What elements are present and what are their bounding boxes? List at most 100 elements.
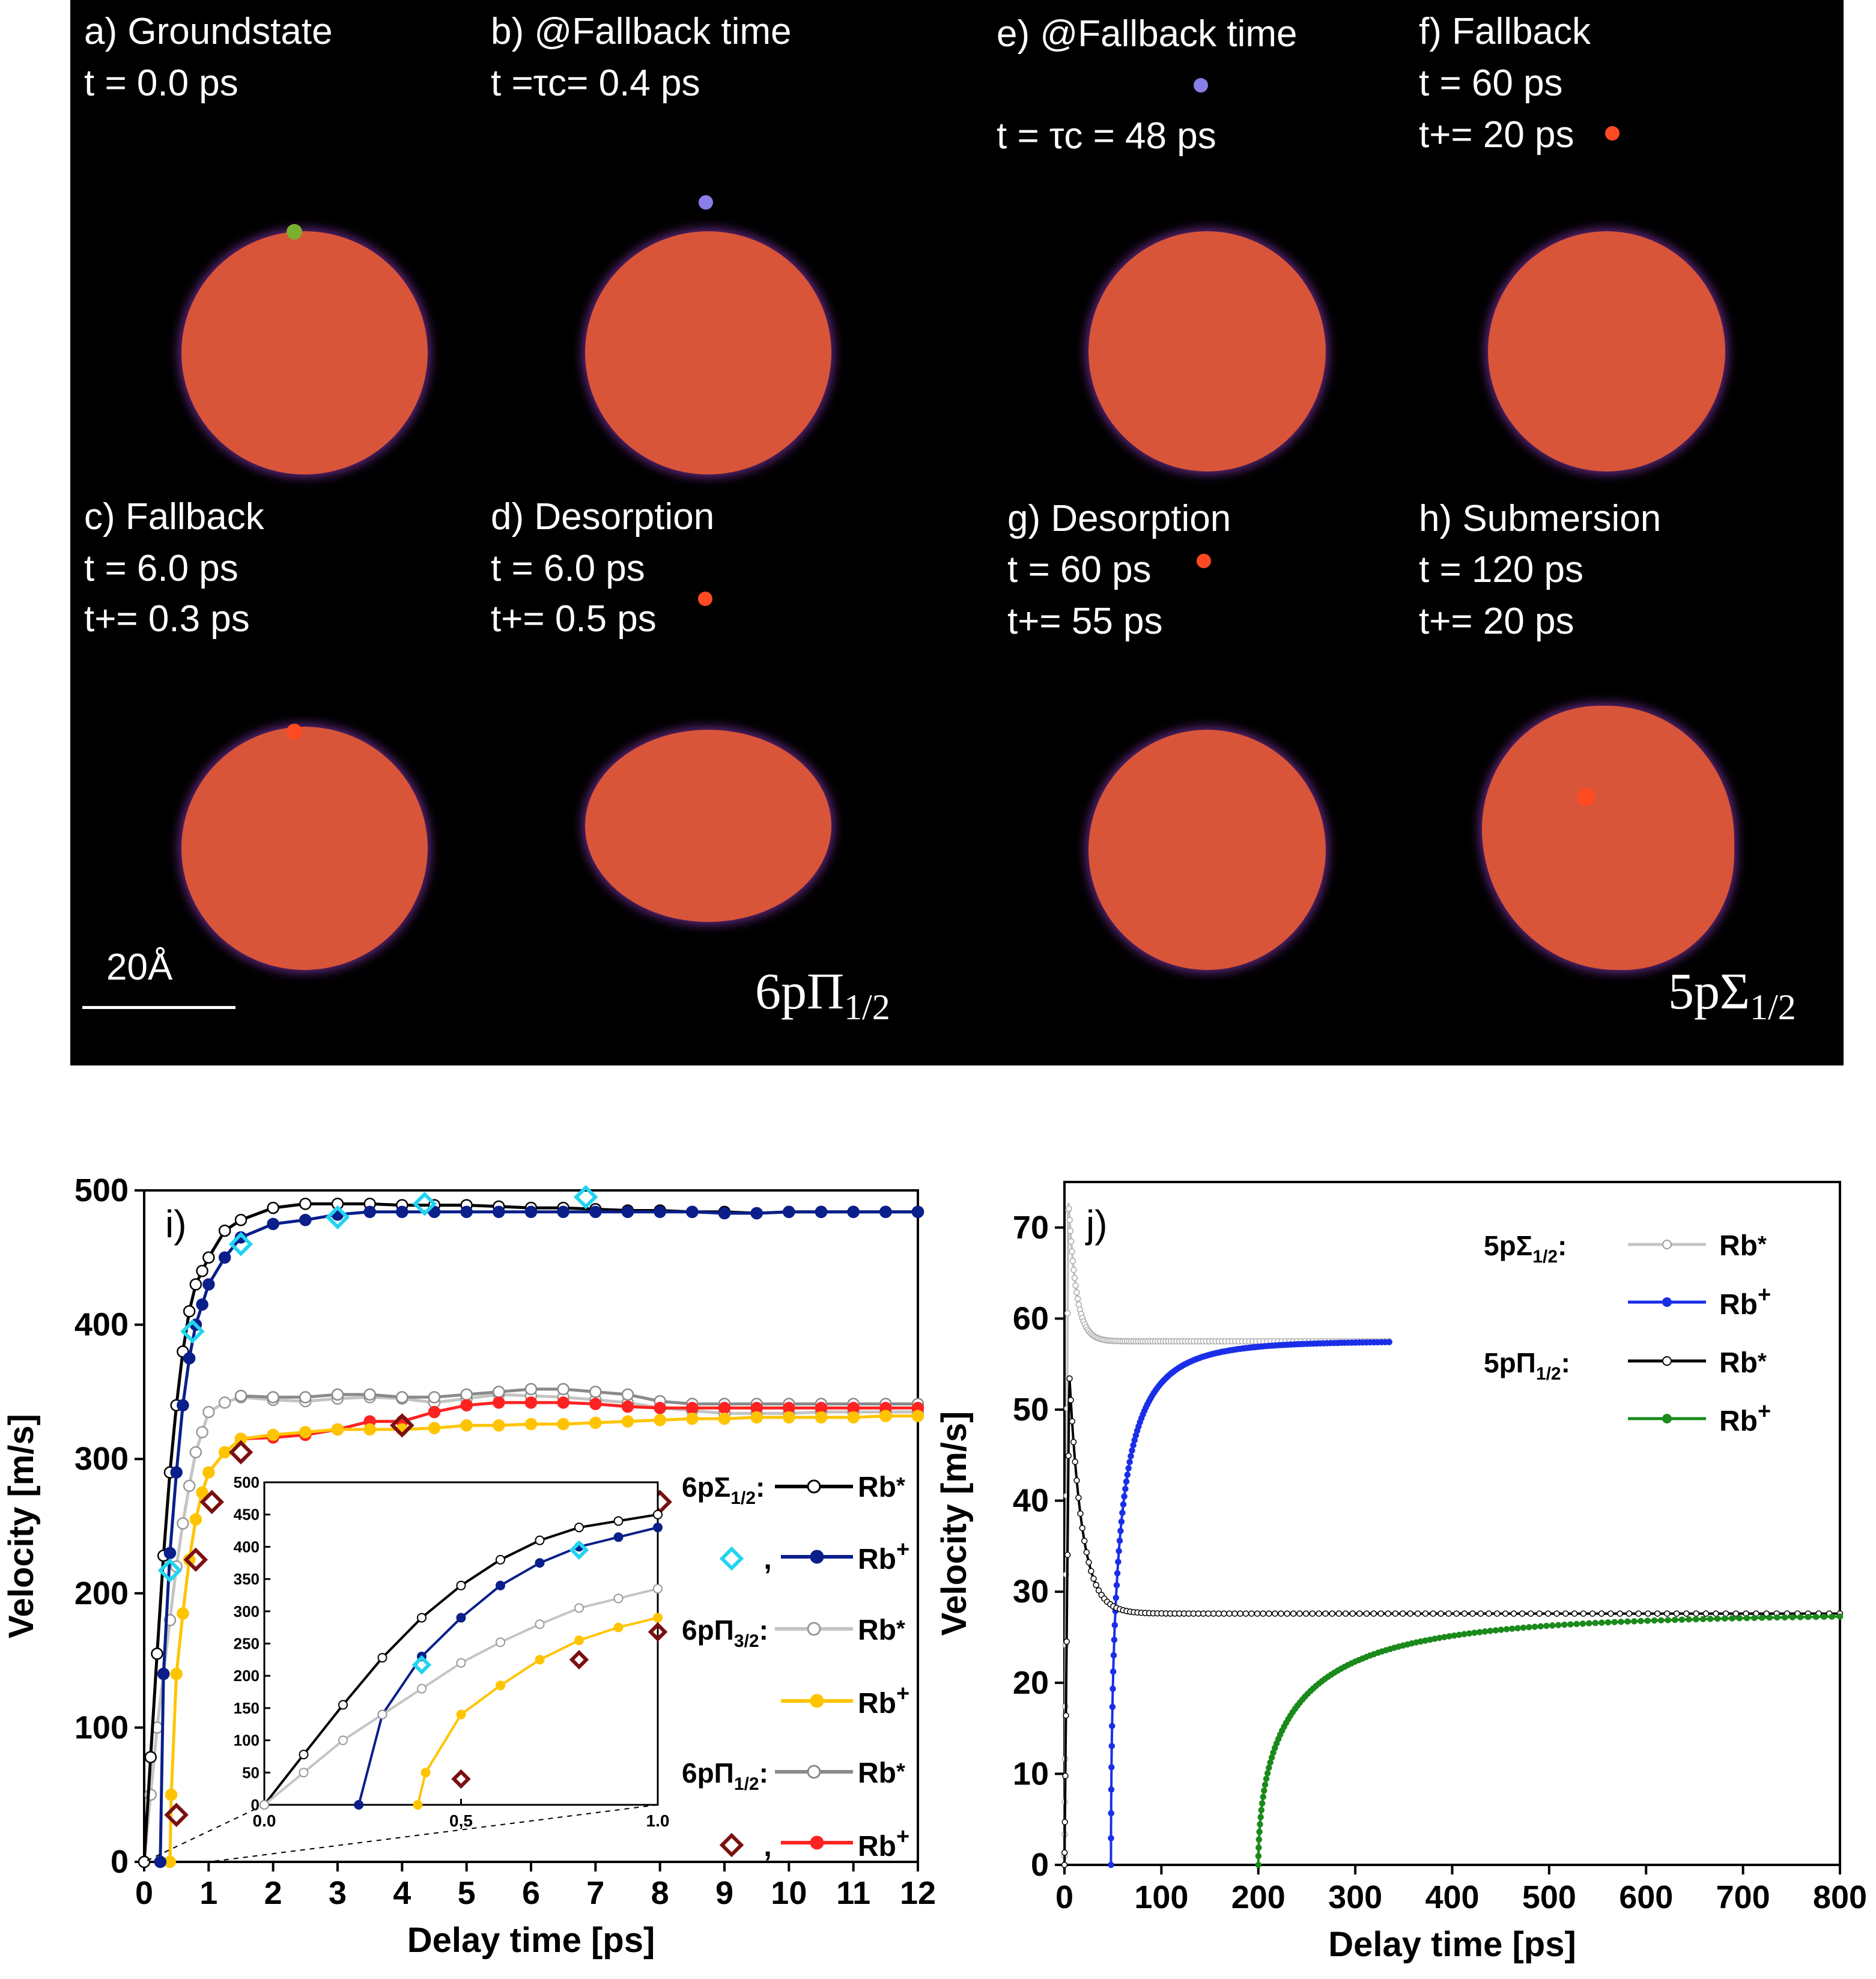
x-tick-label-j: 0: [1055, 1879, 1073, 1915]
y-tick-label-j: 30: [1013, 1574, 1049, 1610]
legend-5pPi-rbplus-marker: [1662, 1414, 1672, 1423]
atom-red-c: [287, 724, 302, 739]
x-tick-label-i: 4: [393, 1875, 411, 1911]
legend-marker-cyan: [719, 1546, 744, 1571]
point-pi_plus: [1255, 1861, 1262, 1868]
inset-y-tick-label: 400: [234, 1538, 260, 1556]
point-p12_plus: [686, 1401, 699, 1414]
y-tick-label-j: 10: [1013, 1756, 1049, 1792]
point-p32_plus: [189, 1513, 202, 1526]
point-p32_plus: [686, 1412, 699, 1425]
point-sig_plus: [1120, 1501, 1127, 1508]
panel-label-j: j): [1085, 1202, 1108, 1246]
droplet-d: [585, 730, 831, 922]
point-pi_star: [1469, 1610, 1476, 1617]
point-pi_plus: [1481, 1628, 1489, 1635]
point-sig_star: [1075, 1301, 1082, 1308]
point-pi_star: [1072, 1458, 1078, 1465]
marker-darkred: [183, 1547, 208, 1572]
inset-y-tick-label: 0: [251, 1796, 260, 1814]
point-p32_star: [189, 1446, 202, 1459]
inset-point-s6_plus: [535, 1558, 545, 1568]
point-sig_plus: [1110, 1652, 1117, 1659]
point-pi_star: [1589, 1610, 1596, 1617]
point-s6_plus: [557, 1205, 569, 1219]
point-pi_star: [1329, 1610, 1335, 1617]
inset-marker-darkred: [648, 1622, 668, 1642]
panel-d-time: t = 6.0 ps: [491, 548, 645, 589]
x-axis-label-j: Delay time [ps]: [1328, 1925, 1576, 1964]
point-pi_star: [1248, 1610, 1255, 1617]
point-pi_star: [1370, 1610, 1377, 1617]
point-pi_plus: [1561, 1621, 1568, 1628]
point-pi_plus: [1836, 1613, 1844, 1620]
inset-point-p32_star: [338, 1735, 348, 1745]
droplet-c: [181, 727, 428, 970]
point-pi_star: [1528, 1610, 1534, 1617]
point-s6_plus: [493, 1205, 505, 1219]
atom-purple-b: [699, 195, 713, 210]
point-pi_plus: [1492, 1627, 1499, 1634]
point-pi_star: [1302, 1610, 1310, 1617]
chart-j: 0 100 200 300 400 500 600 700 800 0 10 20 30 40 50 60 70…: [937, 1181, 1867, 1964]
legend-6pPi32-rbplus-label: Rb+: [858, 1681, 909, 1720]
inset-point-p32_star: [496, 1637, 505, 1647]
y-tick-label-j: 40: [1013, 1483, 1049, 1519]
point-p12_star: [363, 1388, 376, 1401]
point-p12_star: [428, 1391, 441, 1404]
legend-6pPi32-rbplus-marker: [810, 1694, 824, 1708]
point-pi_star: [1502, 1610, 1509, 1617]
inset-point-p32_plus: [574, 1635, 584, 1646]
point-p12_star: [331, 1388, 344, 1401]
point-s6_plus: [183, 1352, 196, 1365]
point-p32_plus: [177, 1607, 189, 1620]
scale-bar: [82, 1006, 235, 1009]
x-tick-label-i: 10: [771, 1875, 807, 1911]
atom-red-f: [1605, 126, 1619, 141]
point-pi_star: [1272, 1610, 1278, 1617]
point-pi_plus: [1508, 1625, 1516, 1632]
point-pi_star: [1445, 1610, 1452, 1617]
point-sig_plus: [1122, 1485, 1129, 1493]
point-sig_plus: [1118, 1518, 1125, 1525]
panel-c-time: t = 6.0 ps: [84, 548, 238, 589]
point-pi_plus: [1743, 1614, 1750, 1622]
point-sig_plus: [1116, 1537, 1123, 1544]
panel-h-title: h) Submersion: [1419, 498, 1662, 539]
point-p12_plus: [718, 1401, 731, 1414]
atom-purple-e: [1194, 78, 1208, 92]
point-p12_star: [493, 1386, 505, 1398]
inset-x-tick-label: 1.0: [646, 1811, 670, 1830]
atom-red-g: [1197, 554, 1211, 568]
point-p12_star: [396, 1391, 408, 1404]
point-p12_star: [589, 1386, 602, 1398]
point-pi_plus: [1729, 1615, 1735, 1622]
point-pi_plus: [1714, 1615, 1721, 1622]
legend-group-5pSigma: 5pΣ1/2:: [1484, 1230, 1567, 1267]
inset-line-p32_plus: [416, 1616, 658, 1805]
point-pi_star: [1309, 1610, 1316, 1617]
legend-6pPi32-rbstar-label: Rb*: [858, 1614, 905, 1646]
point-pi_plus: [1531, 1623, 1538, 1630]
inset-point-s6_star: [377, 1653, 387, 1663]
point-p32_star: [218, 1396, 231, 1409]
x-tick-label-j: 600: [1619, 1879, 1673, 1915]
point-pi_star: [1077, 1510, 1084, 1517]
point-p32_plus: [557, 1417, 569, 1431]
point-p12_star: [460, 1388, 473, 1401]
y-tick-label-j: 60: [1013, 1300, 1049, 1336]
point-p32_plus: [847, 1411, 860, 1424]
point-sig_plus: [1110, 1685, 1116, 1693]
inset-point-p32_star: [260, 1800, 269, 1810]
point-pi_plus: [1267, 1759, 1273, 1766]
point-sig_star: [1066, 1216, 1073, 1223]
legend-6pSigma-rbstar-label: Rb*: [858, 1471, 905, 1503]
inset-marker-darkred: [451, 1769, 471, 1789]
legend-group-6pPi32: 6pΠ3/2:: [682, 1614, 768, 1651]
plot-frame-j: [1063, 1181, 1841, 1866]
point-pi_star: [1284, 1610, 1290, 1617]
x-tick-label-i: 5: [458, 1875, 476, 1911]
point-pi_star: [1607, 1610, 1614, 1617]
point-pi_plus: [1736, 1615, 1743, 1622]
point-pi_plus: [1672, 1616, 1678, 1623]
